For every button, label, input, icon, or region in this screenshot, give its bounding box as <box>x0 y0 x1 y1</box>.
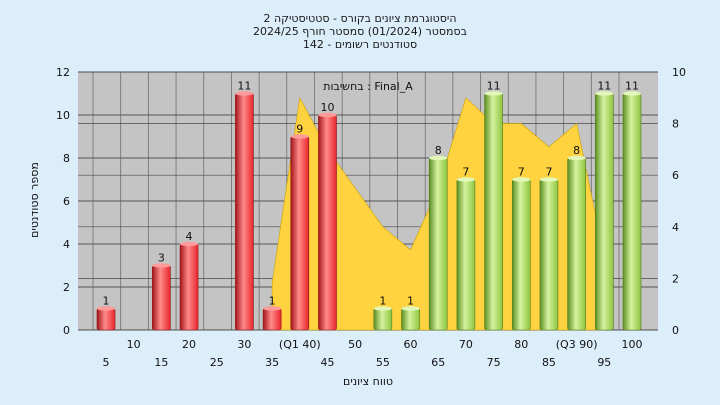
x-tick-label: 75 <box>487 356 501 369</box>
y-tick-label: 10 <box>56 109 70 122</box>
x-tick-label: (Q3 90) <box>556 338 598 351</box>
annotation-label: בחשיבות : Final_A <box>323 80 413 93</box>
data-label: 7 <box>462 166 469 179</box>
data-label: 7 <box>545 166 552 179</box>
data-label: 7 <box>518 166 525 179</box>
bar <box>373 308 393 331</box>
x-tick-label: 5 <box>103 356 110 369</box>
y-tick-label: 4 <box>63 238 70 251</box>
data-label: 4 <box>186 230 193 243</box>
bar <box>401 308 420 331</box>
x-tick-label: 80 <box>514 338 528 351</box>
bar <box>595 93 614 331</box>
bars-group <box>96 91 642 331</box>
bar <box>235 93 254 331</box>
data-label: 3 <box>158 252 165 265</box>
bar-cap <box>373 306 392 311</box>
y-axis-title: מספר סטודנטים <box>28 162 41 238</box>
bar-cap <box>539 177 558 182</box>
chart-title-line-1: היסטוגרמת ציונים בקורס - סטטיסטיקה 2 <box>263 12 456 25</box>
bar-cap <box>180 241 199 247</box>
data-label: 10 <box>320 101 334 114</box>
x-axis-title: טווח ציונים <box>343 375 393 388</box>
bar <box>539 179 559 331</box>
y2-tick-label: 4 <box>672 221 679 234</box>
data-label: 11 <box>487 80 501 93</box>
data-label: 11 <box>597 80 611 93</box>
data-label: 11 <box>625 80 639 93</box>
data-label: 8 <box>435 144 442 157</box>
bar <box>484 93 503 331</box>
data-label: 1 <box>269 295 276 308</box>
y2-tick-label: 8 <box>672 118 679 131</box>
y-axis-ticks: 0 2 4 6 8 10 12 <box>56 66 70 337</box>
bar-cap <box>456 177 475 182</box>
bar-cap <box>152 263 171 268</box>
x-tick-label: 45 <box>320 356 334 369</box>
x-tick-label: (Q1 40) <box>279 338 321 351</box>
y-tick-label: 6 <box>63 195 70 208</box>
x-tick-label: 15 <box>154 356 168 369</box>
bar-cap <box>290 134 309 139</box>
bar-cap <box>235 91 254 96</box>
y-tick-label: 8 <box>63 152 70 165</box>
bar <box>622 93 642 331</box>
bar <box>318 114 337 331</box>
x-tick-label: 65 <box>431 356 445 369</box>
bar <box>511 179 531 331</box>
y2-tick-label: 10 <box>672 66 686 79</box>
bar <box>96 308 116 331</box>
bar-cap <box>263 306 282 311</box>
x-axis-ticks: 5 10 15 20 25 30 35(Q1 40) 45 50 55 60 65 70 75 80 85(Q… <box>103 338 643 369</box>
data-label: 1 <box>379 295 386 308</box>
x-tick-label: 35 <box>265 356 279 369</box>
data-label: 9 <box>296 123 303 136</box>
x-tick-label: 70 <box>459 338 473 351</box>
x-tick-label: 100 <box>622 338 643 351</box>
y-tick-label: 0 <box>63 324 70 337</box>
bar <box>290 136 310 331</box>
y2-tick-label: 6 <box>672 169 679 182</box>
x-tick-label: 30 <box>237 338 251 351</box>
bar <box>262 308 282 331</box>
bar-cap <box>484 91 503 96</box>
data-label: 11 <box>237 80 251 93</box>
y-tick-label: 12 <box>56 66 70 79</box>
bar-cap <box>401 306 420 311</box>
x-tick-label: 10 <box>127 338 141 351</box>
chart-title-line-3: סטודנטים רשומים - 142 <box>303 38 417 51</box>
bar-cap <box>567 155 586 161</box>
data-label: 1 <box>407 295 414 308</box>
bar <box>152 265 171 331</box>
bar-cap <box>318 112 337 118</box>
x-tick-label: 25 <box>210 356 224 369</box>
data-label: 8 <box>573 144 580 157</box>
y2-tick-label: 2 <box>672 272 679 285</box>
bar-cap <box>512 177 531 182</box>
bar <box>456 179 476 331</box>
bar <box>428 157 448 331</box>
bar <box>567 157 586 331</box>
chart-title-line-2: בסמסטר (01/2024) סמסטר חורף 2024/25 <box>253 25 467 38</box>
x-tick-label: 60 <box>404 338 418 351</box>
x-tick-label: 85 <box>542 356 556 369</box>
y2-axis-ticks: 0 2 4 6 8 10 <box>672 66 686 337</box>
x-tick-label: 50 <box>348 338 362 351</box>
y-tick-label: 2 <box>63 281 70 294</box>
data-label: 1 <box>103 295 110 308</box>
bar <box>179 243 199 331</box>
bar-cap <box>595 91 614 96</box>
x-tick-label: 55 <box>376 356 390 369</box>
x-tick-label: 20 <box>182 338 196 351</box>
bar-cap <box>97 306 115 311</box>
bar-cap <box>429 155 448 161</box>
y2-tick-label: 0 <box>672 324 679 337</box>
bar-cap <box>623 91 641 96</box>
x-tick-label: 95 <box>597 356 611 369</box>
